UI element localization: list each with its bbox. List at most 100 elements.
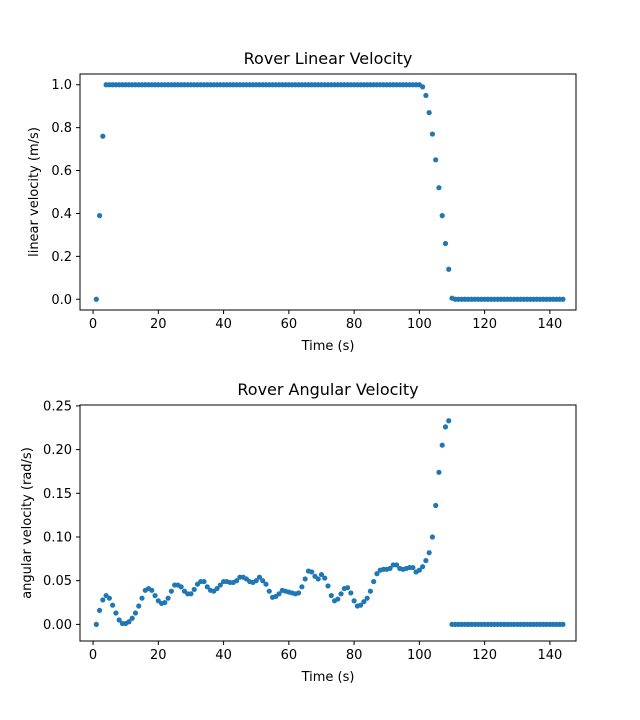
data-point	[416, 567, 422, 573]
data-point	[364, 595, 370, 601]
data-point	[217, 582, 223, 588]
y-tick-label: 1.0	[51, 78, 72, 93]
data-point	[260, 578, 266, 584]
data-point	[93, 621, 99, 627]
data-point	[299, 584, 305, 590]
data-point	[263, 581, 269, 587]
data-point	[318, 571, 325, 578]
y-tick-label: 0.20	[43, 443, 72, 458]
x-tick-label: 140	[537, 648, 562, 663]
y-tick-label: 0.4	[51, 207, 72, 222]
x-tick-label: 0	[89, 648, 97, 663]
x-tick-label: 40	[215, 648, 232, 663]
angular-velocity-chart: Rover Angular Velocity 0 20 40 60 80 100 120 140…	[20, 380, 577, 685]
data-point	[410, 564, 416, 571]
data-point	[139, 595, 145, 601]
data-point	[266, 588, 272, 594]
data-point	[351, 598, 357, 604]
x-tick-label: 80	[346, 317, 363, 332]
x-tick-label: 140	[537, 317, 562, 332]
data-point	[439, 213, 445, 219]
data-point	[256, 574, 263, 580]
data-point	[393, 562, 400, 568]
data-point	[446, 418, 452, 424]
data-point	[374, 571, 380, 577]
chart-title: Rover Angular Velocity	[237, 380, 418, 399]
y-tick-label: 0.0	[51, 293, 72, 308]
x-tick-label: 100	[407, 317, 432, 332]
y-tick-label: 0.6	[51, 164, 72, 179]
data-point	[165, 595, 171, 601]
data-point	[560, 621, 566, 627]
data-point	[276, 591, 282, 597]
chart-title: Rover Linear Velocity	[244, 49, 413, 68]
data-point	[420, 564, 426, 570]
data-point	[204, 584, 210, 590]
data-point	[361, 599, 367, 605]
x-tick-label: 120	[472, 317, 497, 332]
data-point	[433, 157, 439, 163]
data-point	[162, 599, 168, 606]
x-tick-label: 80	[346, 648, 363, 663]
y-tick-label: 0.8	[51, 121, 72, 136]
data-point	[178, 584, 184, 590]
data-point	[152, 592, 158, 599]
y-tick-label: 0.25	[43, 399, 72, 414]
data-point	[446, 266, 452, 272]
data-point	[129, 615, 135, 621]
plot-frame	[79, 404, 577, 642]
data-point	[371, 578, 377, 585]
data-point	[113, 610, 119, 616]
data-point	[136, 603, 142, 609]
data-point	[96, 607, 103, 614]
data-point	[429, 131, 436, 137]
data-point	[110, 602, 116, 608]
data-point	[426, 550, 432, 556]
x-tick-label: 120	[472, 648, 497, 663]
data-point	[560, 296, 566, 302]
data-point	[106, 595, 112, 601]
y-tick-label: 0.00	[43, 618, 72, 633]
data-point	[100, 133, 106, 139]
data-point	[214, 585, 220, 592]
x-tick-label: 0	[89, 317, 97, 332]
data-points	[93, 418, 566, 627]
y-tick-label: 0.2	[51, 250, 72, 265]
data-point	[253, 578, 259, 584]
data-point	[315, 576, 321, 582]
y-axis-label: linear velocity (m/s)	[27, 127, 42, 257]
data-point	[191, 586, 197, 593]
x-tick-label: 100	[407, 648, 432, 663]
x-tick-label: 60	[281, 648, 298, 663]
data-point	[439, 442, 445, 448]
data-point	[116, 617, 122, 623]
x-tick-label: 60	[281, 317, 298, 332]
data-point	[344, 585, 351, 591]
x-tick-label: 20	[150, 317, 167, 332]
x-axis-label: Time (s)	[301, 670, 355, 685]
data-point	[325, 583, 331, 589]
data-point	[442, 424, 449, 430]
y-axis-label: angular velocity (rad/s)	[20, 447, 35, 599]
y-tick-label: 0.10	[43, 530, 72, 545]
x-tick-label: 40	[215, 317, 232, 332]
linear-velocity-chart: Rover Linear Velocity 0 20 40 60 80 100 120 140 0…	[27, 49, 577, 354]
data-point	[423, 92, 429, 99]
plot-frame	[79, 73, 577, 311]
data-point	[387, 565, 393, 572]
data-point	[367, 588, 374, 594]
data-point	[309, 569, 315, 575]
data-point	[322, 575, 328, 581]
data-point	[436, 469, 442, 475]
data-point	[423, 557, 429, 564]
data-point	[328, 592, 334, 599]
data-point	[96, 213, 103, 219]
data-point	[149, 587, 155, 593]
y-tick-label: 0.15	[43, 487, 72, 502]
data-point	[348, 590, 354, 596]
data-point	[429, 534, 436, 540]
data-point	[302, 576, 308, 582]
data-point	[358, 602, 364, 608]
data-point	[335, 596, 341, 602]
data-point	[93, 296, 99, 302]
